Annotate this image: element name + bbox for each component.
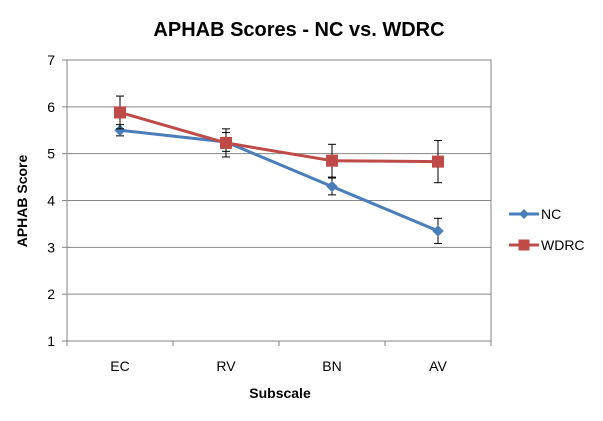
data-point-marker	[432, 155, 444, 168]
series-nc	[114, 124, 444, 245]
x-axis-ticks: EC RV BN AV	[66, 341, 492, 374]
legend-marker	[519, 209, 529, 219]
y-tick-label: 7	[47, 52, 55, 68]
data-point-marker	[432, 225, 444, 237]
data-point-marker	[220, 136, 232, 149]
y-tick-label: 4	[47, 193, 55, 209]
y-tick-label: 3	[47, 239, 55, 255]
x-tick-label: BN	[322, 358, 341, 374]
y-axis-ticks: 1 2 3 4 5 6 7	[47, 52, 67, 349]
y-tick-label: 2	[47, 286, 55, 302]
y-axis-title: APHAB Score	[14, 155, 30, 248]
x-tick-label: RV	[216, 358, 236, 374]
legend-marker	[518, 239, 530, 251]
series-wdrc	[114, 95, 444, 184]
series-line	[119, 111, 439, 164]
y-tick-label: 5	[47, 146, 55, 162]
gridlines	[67, 59, 491, 342]
chart-title: APHAB Scores - NC vs. WDRC	[153, 19, 444, 41]
x-tick-label: EC	[110, 358, 129, 374]
legend-item-wdrc: WDRC	[509, 237, 585, 253]
data-point-marker	[326, 180, 338, 193]
x-tick-label: AV	[429, 358, 447, 374]
legend-item-nc: NC	[509, 206, 561, 222]
series-line	[119, 128, 439, 233]
y-tick-label: 6	[47, 99, 55, 115]
legend-label: WDRC	[541, 237, 585, 253]
data-point-marker	[326, 154, 338, 167]
series	[114, 95, 444, 245]
y-tick-label: 1	[47, 333, 55, 349]
data-point-marker	[114, 106, 126, 119]
x-axis-title: Subscale	[249, 385, 311, 401]
legend-label: NC	[541, 206, 561, 222]
legend: NC WDRC	[509, 206, 585, 253]
